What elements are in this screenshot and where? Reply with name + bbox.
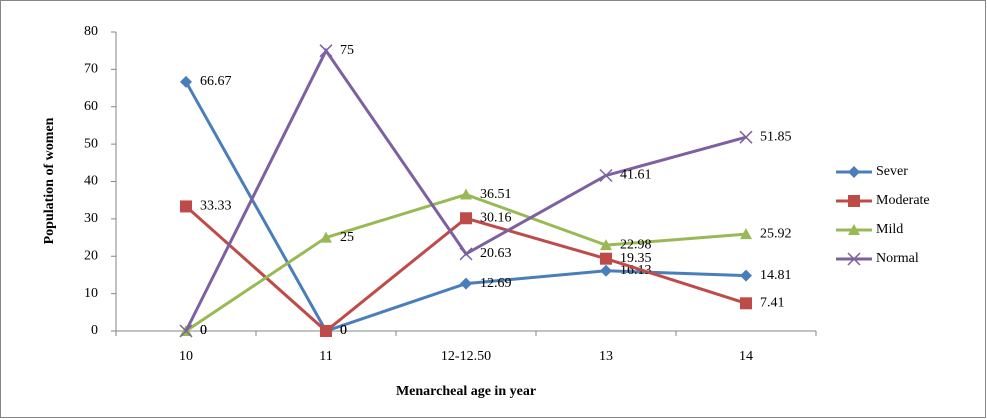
marker xyxy=(740,297,752,310)
marker xyxy=(600,239,612,251)
y-tick-label: 0 xyxy=(91,323,98,338)
marker xyxy=(320,325,332,337)
y-tick-label: 30 xyxy=(84,211,98,226)
x-tick-label: 14 xyxy=(739,349,753,364)
data-label: 30.16 xyxy=(480,210,512,225)
y-tick-label: 60 xyxy=(84,99,98,114)
data-label: 19.35 xyxy=(620,251,652,266)
marker xyxy=(847,252,861,266)
marker xyxy=(599,168,613,183)
marker xyxy=(460,277,472,290)
data-label: 12.69 xyxy=(480,276,512,291)
legend-label: Mild xyxy=(876,222,903,237)
x-tick-label: 13 xyxy=(599,349,613,364)
data-label: 14.81 xyxy=(760,268,792,283)
marker xyxy=(319,44,333,58)
marker xyxy=(848,224,860,235)
data-label: 0 xyxy=(200,323,207,338)
x-tick-label: 10 xyxy=(179,349,193,364)
data-label: 66.67 xyxy=(200,74,232,89)
marker xyxy=(740,269,752,282)
marker xyxy=(848,195,860,207)
legend-label: Sever xyxy=(876,164,908,179)
data-label: 51.85 xyxy=(760,129,792,144)
data-label: 41.61 xyxy=(620,168,652,183)
marker xyxy=(600,264,612,277)
legend-label: Normal xyxy=(876,251,919,266)
marker xyxy=(180,200,192,213)
data-label: 33.33 xyxy=(200,199,232,214)
y-axis-title: Population of women xyxy=(42,117,57,244)
data-label: 25.92 xyxy=(760,226,792,241)
legend-label: Moderate xyxy=(876,193,930,208)
data-label: 25 xyxy=(340,230,354,245)
marker xyxy=(180,75,192,88)
marker xyxy=(179,324,193,338)
marker xyxy=(460,212,472,225)
data-label: 75 xyxy=(340,43,354,58)
y-tick-label: 10 xyxy=(84,286,98,301)
marker xyxy=(320,231,332,243)
y-tick-label: 50 xyxy=(84,136,98,151)
x-tick-label: 11 xyxy=(319,349,332,364)
x-axis-title: Menarcheal age in year xyxy=(396,384,536,399)
data-label: 22.98 xyxy=(620,237,652,252)
data-label: 20.63 xyxy=(480,246,512,261)
data-label: 7.41 xyxy=(760,296,785,311)
y-tick-label: 80 xyxy=(84,24,98,39)
data-label: 0 xyxy=(340,323,347,338)
data-label: 0 xyxy=(340,323,347,338)
y-tick-label: 40 xyxy=(84,174,98,189)
marker xyxy=(739,130,753,144)
marker xyxy=(740,228,752,240)
marker xyxy=(848,166,860,178)
y-tick-label: 20 xyxy=(84,248,98,263)
marker xyxy=(459,247,473,261)
marker xyxy=(460,188,472,200)
data-label: 36.51 xyxy=(480,187,512,202)
marker xyxy=(600,252,612,265)
y-tick-label: 70 xyxy=(84,62,98,77)
data-label: 0 xyxy=(200,323,207,338)
x-tick-label: 12-12.50 xyxy=(441,349,491,364)
